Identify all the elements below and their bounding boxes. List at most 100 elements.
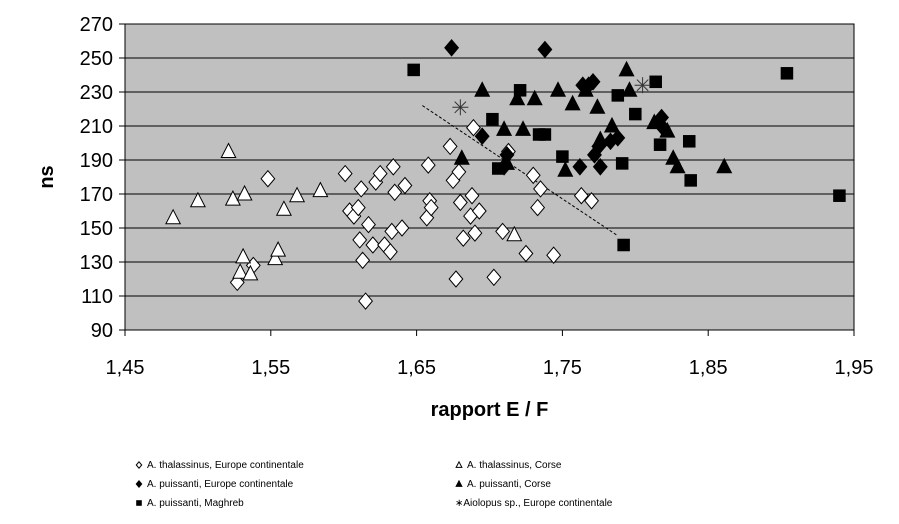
- data-point: [242, 264, 259, 281]
- data-point: [452, 99, 469, 116]
- y-tick-label: 210: [80, 116, 113, 138]
- data-point: [275, 200, 292, 216]
- data-point: [365, 236, 381, 254]
- data-point: [589, 98, 606, 114]
- data-point: [260, 169, 276, 188]
- legend-marker: [136, 500, 142, 506]
- data-point: [585, 73, 601, 91]
- data-point: [220, 142, 237, 158]
- data-point: [270, 241, 287, 257]
- legend-label: A. puissanti, Europe continentale: [147, 479, 294, 490]
- data-point: [372, 164, 388, 183]
- series-layer: [165, 39, 846, 310]
- y-tick-label: 110: [81, 286, 113, 308]
- data-point: [592, 158, 608, 176]
- data-point: [546, 246, 562, 264]
- data-point: [515, 120, 532, 136]
- x-tick-label: 1,65: [397, 357, 436, 379]
- data-point: [350, 198, 366, 217]
- series-1: [165, 142, 523, 281]
- data-point: [453, 149, 470, 165]
- data-point: [611, 89, 625, 102]
- trendline: [422, 105, 617, 236]
- data-point: [833, 189, 846, 202]
- x-tick-label: 1,85: [689, 357, 728, 379]
- data-point: [491, 162, 505, 175]
- data-point: [224, 190, 241, 206]
- data-point: [289, 186, 306, 203]
- data-point: [556, 150, 569, 163]
- data-point: [165, 208, 182, 225]
- data-point: [577, 81, 594, 97]
- y-tick-label: 170: [80, 184, 113, 206]
- data-point: [610, 129, 626, 147]
- data-point: [474, 127, 490, 145]
- data-point: [592, 130, 609, 147]
- data-point: [466, 118, 481, 137]
- data-point: [530, 198, 546, 217]
- data-point: [382, 243, 398, 261]
- data-point: [232, 263, 249, 279]
- data-point: [780, 67, 794, 80]
- data-point: [617, 238, 630, 252]
- series-0: [229, 118, 600, 310]
- asterisk-stroke: [454, 101, 467, 114]
- data-point: [653, 138, 667, 151]
- data-point: [573, 186, 589, 205]
- data-point: [420, 156, 436, 174]
- data-point: [659, 122, 676, 138]
- y-tick-label: 90: [91, 320, 113, 342]
- data-point: [423, 198, 439, 217]
- y-tick-label: 190: [80, 150, 113, 172]
- legend-marker: [455, 460, 463, 468]
- x-tick-label: 1,95: [835, 357, 874, 379]
- data-point: [397, 176, 413, 195]
- data-point: [235, 247, 252, 264]
- data-point: [353, 180, 369, 198]
- legend: A. thalassinus, Europe continentale A. th…: [135, 460, 613, 509]
- data-point: [355, 251, 371, 270]
- data-point: [538, 128, 552, 141]
- data-point: [682, 135, 696, 148]
- x-tick-label: 1,55: [251, 357, 290, 379]
- data-point: [634, 77, 651, 94]
- data-point: [442, 137, 458, 156]
- x-tick-label: 1,45: [106, 357, 145, 379]
- data-point: [533, 180, 548, 198]
- data-point: [584, 192, 600, 210]
- data-point: [506, 225, 523, 242]
- y-tick-label: 130: [80, 252, 113, 274]
- legend-label: A. thalassinus, Europe continentale: [147, 460, 304, 471]
- data-point: [615, 157, 629, 170]
- data-point: [669, 157, 686, 174]
- data-point: [603, 116, 620, 133]
- data-point: [387, 183, 403, 202]
- data-point: [444, 39, 460, 57]
- legend-label: A. puissanti, Corse: [467, 479, 551, 490]
- data-point: [358, 292, 374, 310]
- data-point: [618, 60, 635, 77]
- y-tick-label: 150: [80, 218, 113, 240]
- y-tick-label: 250: [80, 48, 113, 70]
- data-point: [451, 163, 467, 181]
- y-axis-title: ns: [36, 165, 58, 188]
- legend-marker: [455, 479, 463, 487]
- data-point: [629, 107, 642, 121]
- legend-label: A. puissanti, Maghreb: [147, 498, 244, 509]
- series-3: [453, 60, 733, 177]
- data-point: [684, 174, 697, 187]
- data-point: [464, 186, 480, 205]
- y-axis: 90 110 130 150 170 190 210 230 250 270: [80, 14, 126, 342]
- data-point: [716, 157, 733, 174]
- data-point: [537, 40, 553, 59]
- data-point: [236, 184, 253, 201]
- data-point: [394, 219, 410, 237]
- x-axis: 1,45 1,55 1,65 1,75 1,85 1,95: [106, 329, 874, 379]
- data-point: [407, 63, 420, 77]
- asterisk-stroke: [636, 79, 649, 92]
- data-point: [518, 244, 534, 263]
- data-point: [486, 112, 499, 126]
- data-point: [564, 94, 581, 111]
- x-tick-label: 1,75: [543, 357, 582, 379]
- data-point: [385, 158, 401, 176]
